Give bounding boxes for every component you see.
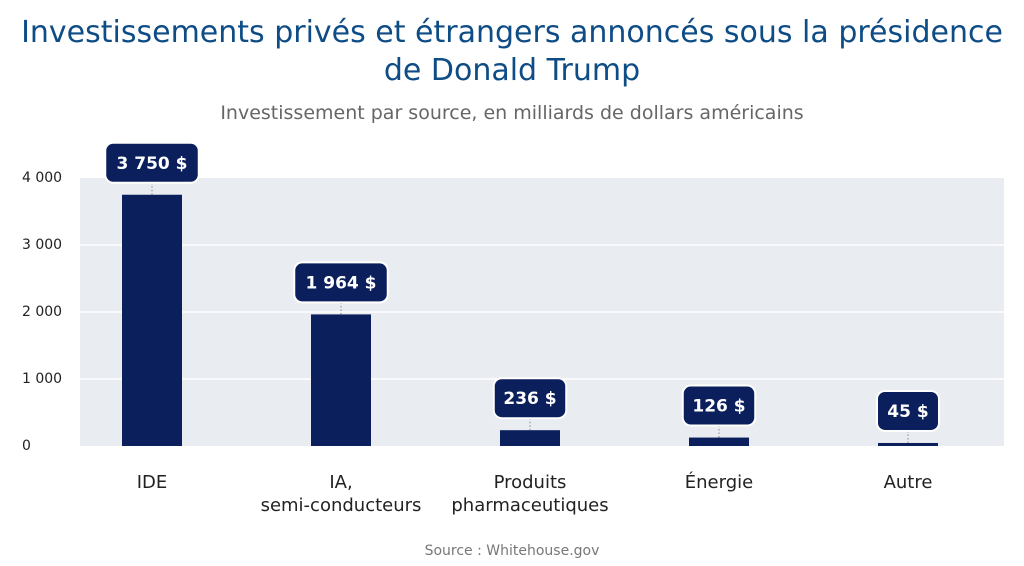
chart-title-line-1: Investissements privés et étrangers anno… <box>21 15 1003 50</box>
chart-title: Investissements privés et étrangers anno… <box>0 14 1024 90</box>
x-tick-label: IDE <box>137 472 168 493</box>
y-tick-label: 2 000 <box>22 304 62 320</box>
bar <box>689 437 749 446</box>
x-tick-label-line: semi-conducteurs <box>261 495 422 516</box>
x-tick-label-line: IDE <box>137 472 168 493</box>
y-tick-label: 1 000 <box>22 371 62 387</box>
data-label: 45 $ <box>887 402 928 422</box>
x-tick-label-line: IA, <box>329 472 352 493</box>
x-tick-label-line: Autre <box>884 472 933 493</box>
x-tick-label: IA, semi-conducteurs <box>261 472 422 516</box>
data-label: 236 $ <box>503 389 556 409</box>
data-label-box <box>681 384 757 427</box>
x-tick-label: Énergie <box>685 471 753 493</box>
data-label: 3 750 $ <box>117 154 188 174</box>
bar <box>122 194 182 446</box>
bar <box>500 430 560 446</box>
data-label-box <box>876 389 940 432</box>
data-label-box <box>492 377 568 420</box>
x-tick-label-line: Produits <box>494 472 567 493</box>
y-tick-label: 0 <box>22 438 31 454</box>
x-tick-label: Autre <box>884 472 933 493</box>
y-tick-label: 3 000 <box>22 237 62 253</box>
x-tick-label: Produits pharmaceutiques <box>451 472 608 516</box>
data-label: 1 964 $ <box>306 273 377 293</box>
chart-title-line-2: de Donald Trump <box>383 53 641 88</box>
bar <box>878 442 938 446</box>
data-label-box <box>293 261 389 304</box>
data-label: 126 $ <box>692 397 745 417</box>
bar <box>311 314 371 446</box>
x-tick-label-line: pharmaceutiques <box>451 495 608 516</box>
y-tick-label: 4 000 <box>22 170 62 186</box>
data-label-box <box>104 141 200 184</box>
source-note: Source : Whitehouse.gov <box>424 543 600 559</box>
x-tick-label-line: Énergie <box>685 471 753 493</box>
chart-subtitle: Investissement par source, en milliards … <box>220 102 804 124</box>
